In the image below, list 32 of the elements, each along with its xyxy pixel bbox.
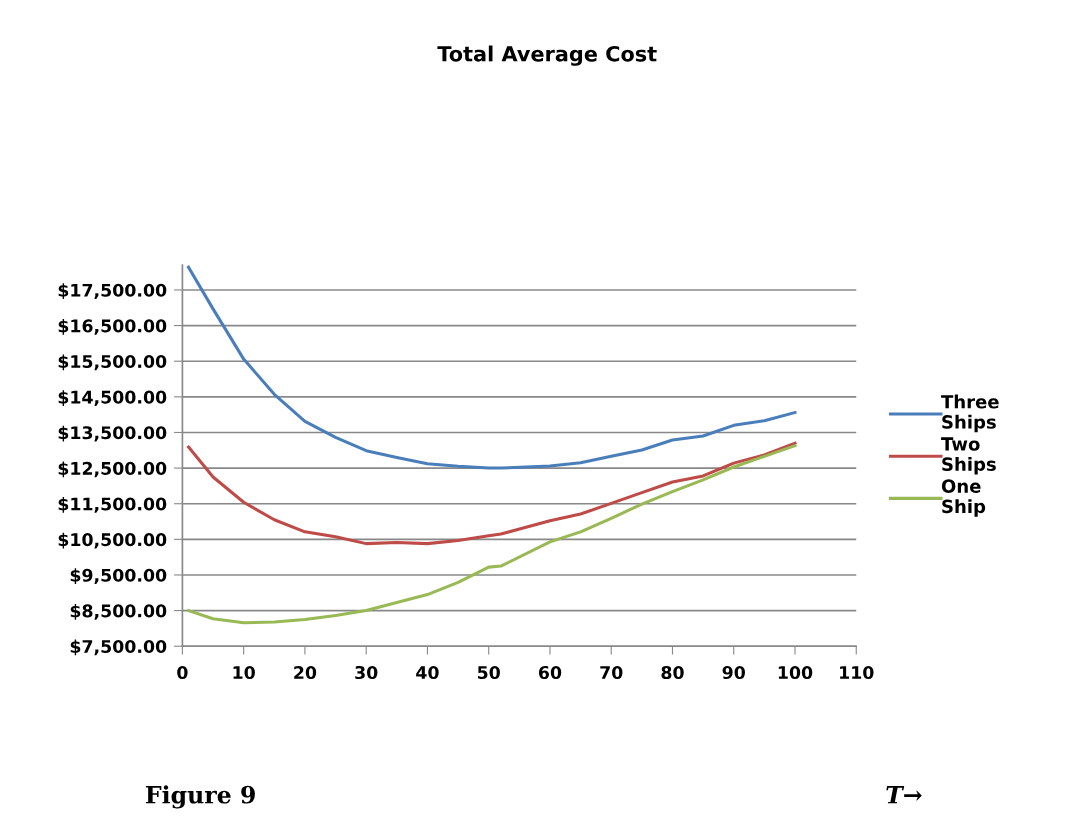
x-tick-label: 10: [233, 665, 255, 680]
y-tick-label: $9,500.00: [70, 568, 167, 585]
legend-label: One Ship: [941, 479, 986, 517]
y-tick-label: $16,500.00: [58, 319, 167, 335]
legend-label: Three Ships: [941, 394, 999, 433]
y-tick-label: $15,500.00: [58, 354, 167, 371]
x-tick-label: 40: [416, 665, 439, 680]
x-tick-label: 0: [177, 665, 188, 680]
line-series: [187, 441, 797, 546]
caption: Figure 9: [145, 785, 255, 809]
y-tick-label: $13,500.00: [58, 425, 167, 442]
legend-label: Two Ships: [941, 437, 996, 475]
line-series: [187, 265, 797, 470]
chart-title: Total Average Cost: [437, 45, 657, 66]
line-series: [187, 444, 797, 625]
x-tick-label: 90: [722, 665, 745, 680]
x-tick-label: 50: [477, 665, 500, 680]
x-tick-label: 30: [355, 665, 378, 680]
y-tick-label: $7,500.00: [70, 639, 167, 656]
x-tick-label: 70: [600, 665, 623, 680]
y-tick-label: $17,500.00: [58, 283, 167, 300]
y-tick-label: $8,500.00: [70, 604, 167, 620]
y-tick-label: $14,500.00: [58, 390, 167, 406]
y-tick-label: $10,500.00: [58, 532, 167, 549]
x-tick-label: 110: [840, 665, 874, 680]
x-tick-label: 20: [294, 665, 317, 680]
text: T→: [886, 786, 922, 804]
x-tick-label: 100: [778, 665, 813, 680]
y-tick-label: $11,500.00: [58, 497, 167, 513]
x-tick-label: 60: [538, 665, 562, 680]
x-tick-label: 80: [661, 665, 684, 680]
y-tick-label: $12,500.00: [58, 461, 167, 478]
